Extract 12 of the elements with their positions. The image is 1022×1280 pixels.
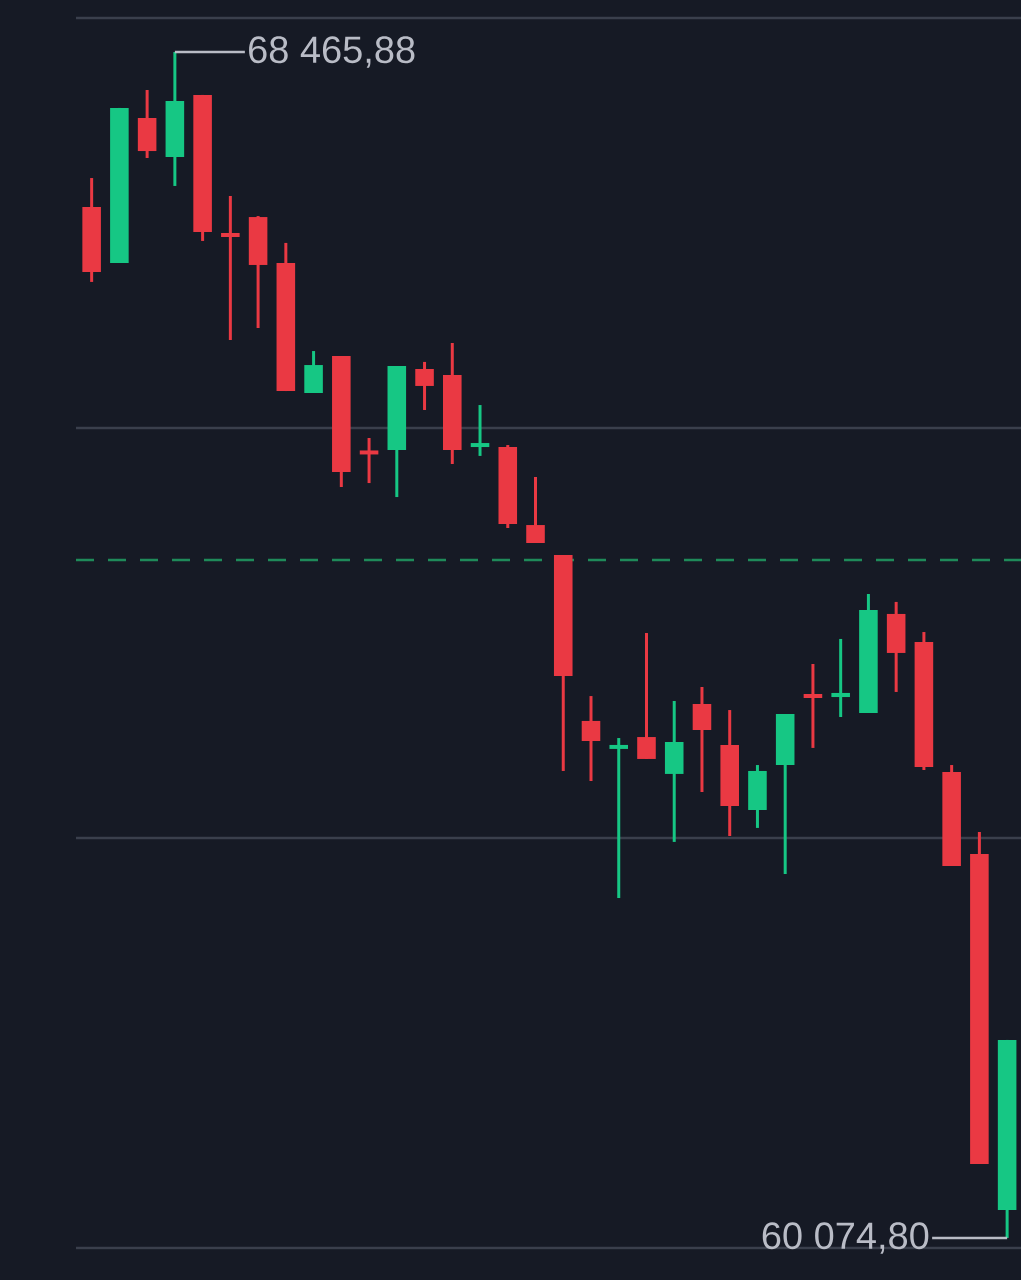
candlestick bbox=[220, 196, 240, 341]
annotation: 60 074,80 bbox=[762, 1222, 929, 1254]
candlestick bbox=[415, 360, 434, 410]
candlestick bbox=[831, 637, 850, 717]
candlestick bbox=[359, 437, 379, 485]
candlestick bbox=[637, 633, 656, 759]
candlestick bbox=[470, 405, 490, 456]
candlestick bbox=[526, 476, 545, 543]
candlestick bbox=[803, 663, 823, 748]
candlestick bbox=[609, 738, 628, 899]
candlestick bbox=[581, 696, 601, 781]
annotation: 68 465,88 bbox=[248, 36, 415, 68]
